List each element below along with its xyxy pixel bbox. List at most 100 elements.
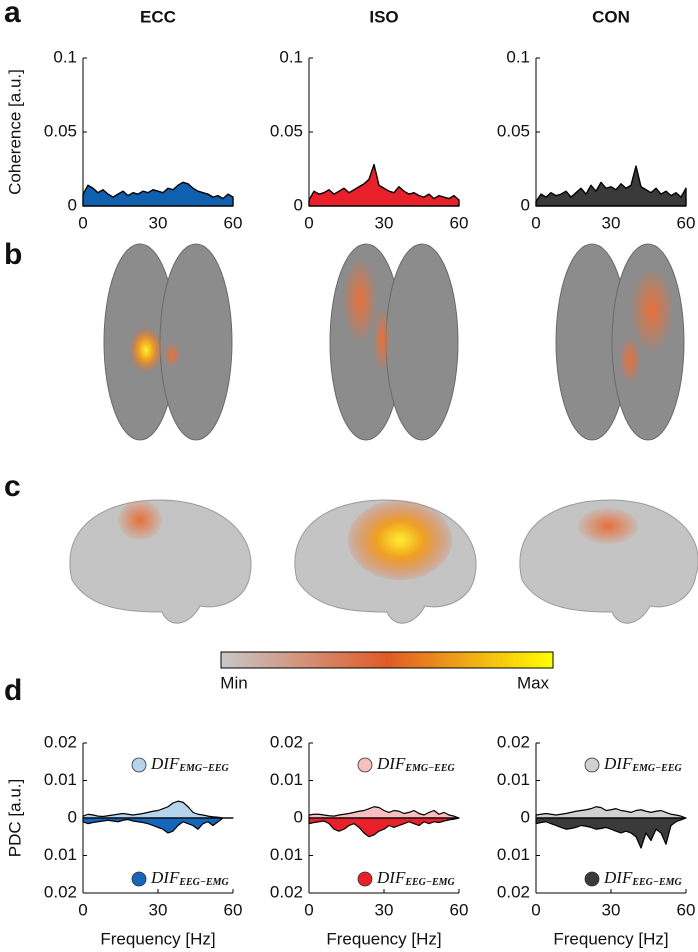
activation bbox=[130, 328, 162, 372]
y-tick-label: 0.02 bbox=[270, 732, 303, 751]
x-tick-label: 0 bbox=[304, 900, 313, 919]
legend-marker bbox=[357, 757, 373, 773]
legend-marker bbox=[584, 757, 600, 773]
x-axis-label: Frequency [Hz] bbox=[553, 929, 668, 948]
x-tick-label: 60 bbox=[450, 900, 469, 919]
x-axis-label: Frequency [Hz] bbox=[100, 929, 215, 948]
legend-marker bbox=[584, 871, 600, 887]
chart-title: ECC bbox=[140, 7, 176, 26]
y-tick-label: 0.01 bbox=[44, 770, 77, 789]
x-tick-label: 0 bbox=[78, 213, 87, 232]
hemisphere bbox=[385, 243, 459, 441]
pdc-area bbox=[82, 817, 234, 834]
legend-name: DIF bbox=[150, 754, 180, 773]
y-tick-label: 0 bbox=[521, 195, 530, 214]
y-tick-label: 0.02 bbox=[44, 732, 77, 751]
y-tick-label: 0.05 bbox=[44, 121, 77, 140]
pdc-area bbox=[535, 806, 687, 819]
legend-name: DIF bbox=[376, 868, 406, 887]
activation bbox=[620, 338, 640, 382]
panel-label: d bbox=[4, 674, 22, 707]
pdc-area bbox=[308, 806, 460, 819]
legend-subscript: EMG−EEG bbox=[631, 763, 682, 774]
panel-label: a bbox=[4, 0, 21, 29]
y-tick-label: 0.02 bbox=[497, 732, 530, 751]
legend-name: DIF bbox=[603, 754, 633, 773]
x-tick-label: 0 bbox=[304, 213, 313, 232]
legend-marker bbox=[131, 757, 147, 773]
activation bbox=[348, 500, 452, 580]
brain-side-views bbox=[69, 499, 698, 624]
y-tick-label: 0.1 bbox=[53, 47, 77, 66]
x-tick-label: 30 bbox=[149, 213, 168, 232]
y-tick-label: 0 bbox=[68, 195, 77, 214]
x-tick-label: 0 bbox=[531, 213, 540, 232]
y-tick-label: 0 bbox=[68, 807, 77, 826]
y-tick-label: 0.01 bbox=[270, 845, 303, 864]
hemisphere bbox=[69, 499, 252, 624]
y-tick-label: 0.02 bbox=[44, 882, 77, 901]
activation bbox=[118, 500, 162, 540]
y-axis-label: PDC [a.u.] bbox=[5, 779, 24, 857]
x-tick-label: 30 bbox=[375, 213, 394, 232]
chart-title: CON bbox=[592, 7, 630, 26]
colorbar bbox=[220, 651, 554, 669]
panel-label: b bbox=[4, 238, 22, 271]
legend-subscript: EMG−EEG bbox=[178, 763, 229, 774]
x-tick-label: 60 bbox=[677, 213, 696, 232]
coherence-area bbox=[82, 181, 234, 207]
brain-top-views bbox=[103, 243, 685, 441]
legend-subscript: EMG−EEG bbox=[404, 763, 455, 774]
y-tick-label: 0.01 bbox=[497, 845, 530, 864]
legend-marker bbox=[357, 871, 373, 887]
legend-label: DIFEEG−EMG bbox=[603, 868, 683, 888]
pdc-area bbox=[535, 817, 687, 849]
pdc-area bbox=[82, 800, 234, 819]
y-tick-label: 0 bbox=[521, 807, 530, 826]
coherence-area bbox=[308, 163, 460, 207]
x-tick-label: 60 bbox=[224, 213, 243, 232]
y-tick-label: 0.05 bbox=[270, 121, 303, 140]
x-axis-label: Frequency [Hz] bbox=[326, 929, 441, 948]
y-tick-label: 0.1 bbox=[506, 47, 530, 66]
x-tick-label: 60 bbox=[677, 900, 696, 919]
y-tick-label: 0.05 bbox=[497, 121, 530, 140]
colorbar-max-label: Max bbox=[517, 673, 550, 692]
activation bbox=[374, 310, 390, 370]
legend-label: DIFEEG−EMG bbox=[150, 868, 230, 888]
x-tick-label: 60 bbox=[224, 900, 243, 919]
y-tick-label: 0.02 bbox=[497, 882, 530, 901]
legend-label: DIFEMG−EEG bbox=[150, 754, 230, 774]
x-tick-label: 0 bbox=[78, 900, 87, 919]
chart-title: ISO bbox=[369, 7, 398, 26]
legend-subscript: EEG−EMG bbox=[178, 877, 229, 888]
hemisphere bbox=[519, 499, 698, 624]
coherence-area bbox=[535, 165, 687, 207]
y-tick-label: 0.1 bbox=[279, 47, 303, 66]
legend-marker bbox=[131, 871, 147, 887]
y-tick-label: 0.01 bbox=[270, 770, 303, 789]
legend-subscript: EEG−EMG bbox=[631, 877, 682, 888]
y-axis-label: Coherence [a.u.] bbox=[5, 69, 24, 195]
legend-label: DIFEEG−EMG bbox=[376, 868, 456, 888]
legend-name: DIF bbox=[603, 868, 633, 887]
panel-label: c bbox=[4, 470, 21, 503]
x-tick-label: 0 bbox=[531, 900, 540, 919]
x-tick-label: 60 bbox=[450, 213, 469, 232]
legend-subscript: EEG−EMG bbox=[404, 877, 455, 888]
y-tick-label: 0.01 bbox=[44, 845, 77, 864]
x-tick-label: 30 bbox=[375, 900, 394, 919]
x-tick-label: 30 bbox=[602, 900, 621, 919]
pdc-area bbox=[308, 817, 460, 838]
hemisphere bbox=[159, 243, 233, 441]
legend-label: DIFEMG−EEG bbox=[376, 754, 456, 774]
y-tick-label: 0.01 bbox=[497, 770, 530, 789]
legend-label: DIFEMG−EEG bbox=[603, 754, 683, 774]
activation bbox=[578, 508, 638, 544]
x-tick-label: 30 bbox=[602, 213, 621, 232]
legend-name: DIF bbox=[376, 754, 406, 773]
colorbar-min-label: Min bbox=[220, 673, 247, 692]
activation bbox=[344, 260, 376, 340]
activation bbox=[164, 343, 180, 367]
